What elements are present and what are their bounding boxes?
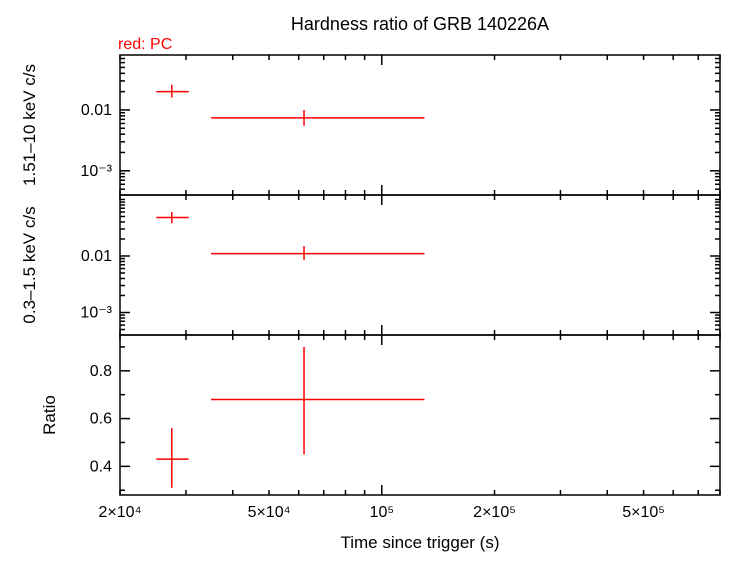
chart-svg: Hardness ratio of GRB 140226A red: PC Time…	[0, 0, 742, 566]
tick-label: 10⁵	[370, 504, 394, 521]
panel-middle: 10⁻³ 0.01 0.3–1.5 keV c/s	[20, 195, 720, 335]
y-axis-label-middle: 0.3–1.5 keV c/s	[20, 206, 39, 323]
panel-frame	[120, 195, 720, 335]
tick-label: 10⁻³	[80, 163, 112, 180]
y-axis-label-top: 1.51–10 keV c/s	[20, 64, 39, 186]
y-axis-label-bottom: Ratio	[40, 395, 59, 435]
tick-label: 2×10⁴	[99, 504, 142, 521]
panel-top: 10⁻³ 0.01 1.51–10 keV c/s	[20, 55, 720, 195]
tick-label: 0.8	[90, 363, 112, 380]
tick-label: 0.6	[90, 411, 112, 428]
x-axis-label: Time since trigger (s)	[340, 533, 499, 552]
chart-container: Hardness ratio of GRB 140226A red: PC Time…	[0, 0, 742, 566]
tick-label: 10⁻³	[80, 305, 112, 322]
panel-frame	[120, 55, 720, 195]
tick-label: 0.01	[81, 248, 112, 265]
tick-label: 0.01	[81, 102, 112, 119]
legend-text: red: PC	[118, 36, 172, 53]
tick-label: 5×10⁴	[248, 504, 291, 521]
tick-label: 2×10⁵	[473, 504, 516, 521]
chart-title: Hardness ratio of GRB 140226A	[291, 14, 549, 34]
tick-label: 0.4	[90, 458, 112, 475]
tick-label: 5×10⁵	[622, 504, 665, 521]
panel-frame	[120, 335, 720, 495]
panel-bottom: 0.4 0.6 0.8 2×10⁴ 5×10⁴ 10⁵ 2×10⁵ 5×10⁵ Ratio	[40, 335, 720, 521]
